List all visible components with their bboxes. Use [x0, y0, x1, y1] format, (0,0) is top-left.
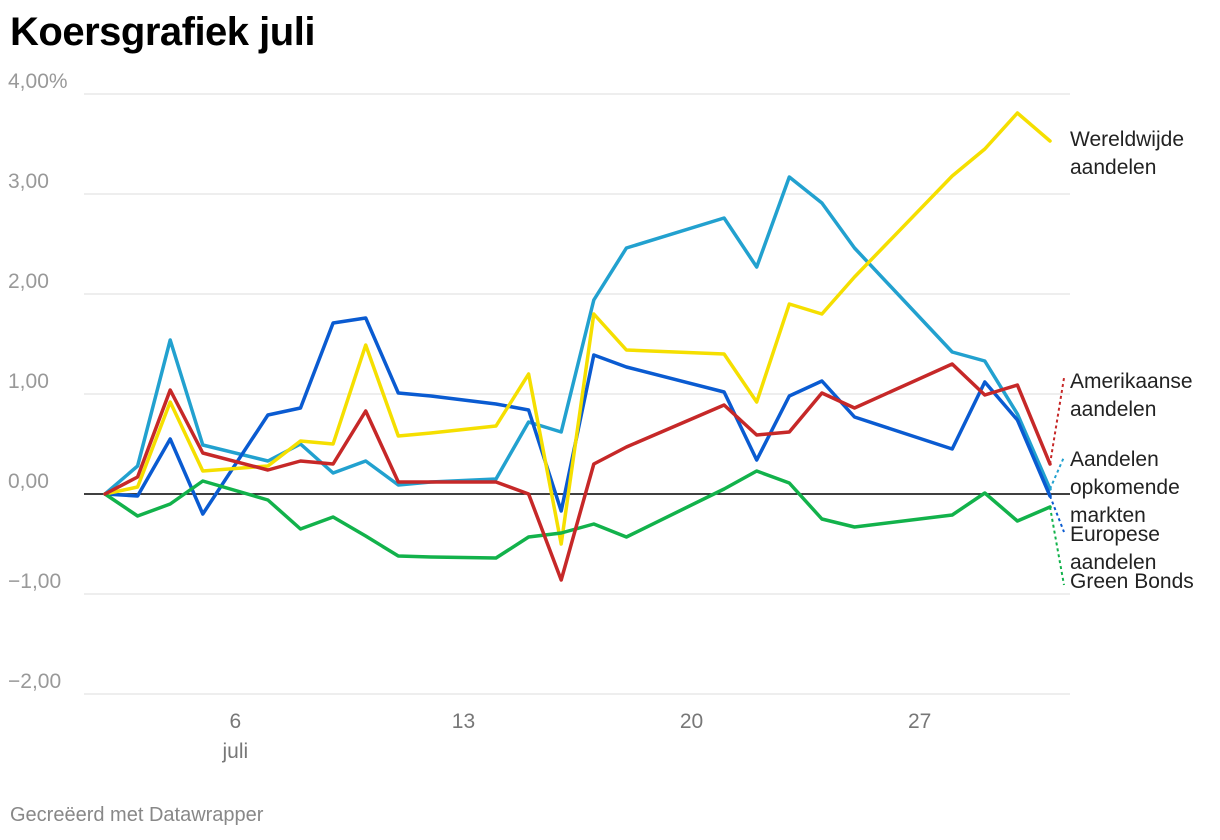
legend-label: Amerikaanse: [1070, 370, 1193, 393]
chart-title: Koersgrafiek juli: [10, 10, 315, 54]
legend: Wereldwijde aandelen Amerikaanse aandelen Aa…: [1049, 128, 1194, 593]
x-tick-label: 13: [452, 710, 475, 733]
y-tick-label: 4,00%: [8, 70, 68, 93]
legend-label: markten: [1070, 504, 1146, 527]
x-tick-label: 27: [908, 710, 931, 733]
legend-label: opkomende: [1070, 476, 1180, 499]
legend-connector: [1049, 456, 1065, 490]
series-lines: [103, 111, 1052, 582]
y-tick-label: 3,00: [8, 170, 49, 193]
legend-label: Europese: [1070, 523, 1160, 546]
footer-credit: Gecreëerd met Datawrapper: [10, 804, 264, 826]
gridlines: [84, 93, 1070, 695]
y-tick-label: 1,00: [8, 370, 49, 393]
legend-item: Aandelen opkomende markten: [1070, 448, 1180, 527]
legend-connector: [1049, 506, 1065, 586]
x-tick-sublabel: juli: [222, 740, 249, 763]
legend-label: aandelen: [1070, 551, 1156, 574]
legend-label: Green Bonds: [1070, 570, 1194, 593]
legend-label: Wereldwijde: [1070, 128, 1184, 151]
legend-label: Aandelen: [1070, 448, 1159, 471]
series-line-europese-aandelen: [103, 316, 1052, 516]
legend-connector: [1049, 495, 1065, 533]
x-tick-label: 6: [230, 710, 242, 733]
legend-item: Wereldwijde aandelen: [1070, 128, 1184, 179]
y-tick-label: 0,00: [8, 470, 49, 493]
y-tick-label: −2,00: [8, 670, 61, 693]
legend-label: aandelen: [1070, 156, 1156, 179]
legend-item: Amerikaanse aandelen: [1070, 370, 1193, 421]
legend-item: Green Bonds: [1070, 570, 1194, 593]
legend-connector: [1049, 377, 1065, 465]
y-tick-label: 2,00: [8, 270, 49, 293]
y-axis-ticks: 4,00% 3,00 2,00 1,00 0,00 −1,00 −2,00: [8, 70, 68, 693]
legend-item: Europese aandelen: [1070, 523, 1160, 574]
x-tick-label: 20: [680, 710, 703, 733]
legend-label: aandelen: [1070, 398, 1156, 421]
series-line-aandelen-opkomende-markten: [103, 175, 1052, 496]
series-line-wereldwijde-aandelen: [103, 111, 1052, 546]
y-tick-label: −1,00: [8, 570, 61, 593]
x-axis-ticks: 6 juli 13 20 27: [222, 710, 932, 763]
series-line-amerikaanse-aandelen: [103, 362, 1052, 582]
series-line-green-bonds: [103, 469, 1052, 560]
